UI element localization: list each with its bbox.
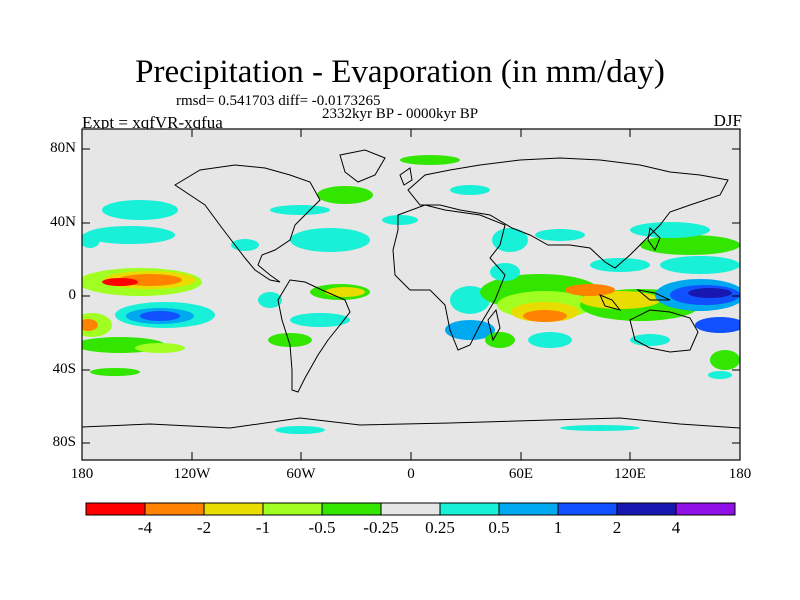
lat-label-40s: 40S [52, 361, 76, 377]
lon-label-180e: 180 [728, 466, 752, 482]
lon-label-60w: 60W [286, 466, 316, 482]
colorbar-label-0: -4 [137, 518, 153, 537]
colorbar [85, 502, 736, 516]
stats-text: rmsd= 0.541703 diff= -0.0173265 [176, 93, 381, 109]
lon-label-60e: 60E [508, 466, 534, 482]
colorbar-label-5: 0.25 [425, 518, 455, 537]
colorbar-swatch-10 [675, 502, 736, 516]
colorbar-swatch-8 [557, 502, 618, 516]
axis-ticks [81, 129, 741, 460]
lon-label-120e: 120E [614, 466, 646, 482]
colorbar-swatch-1 [144, 502, 205, 516]
lat-label-40n: 40N [50, 214, 76, 230]
colorbar-label-2: -1 [255, 518, 271, 537]
colorbar-swatch-0 [85, 502, 146, 516]
colorbar-label-3: -0.5 [308, 518, 336, 537]
colorbar-swatch-3 [262, 502, 323, 516]
colorbar-swatch-7 [498, 502, 559, 516]
colorbar-swatch-5 [380, 502, 441, 516]
colorbar-label-7: 1 [553, 518, 563, 537]
colorbar-swatch-2 [203, 502, 264, 516]
lat-label-0: 0 [68, 287, 77, 303]
colorbar-swatch-9 [616, 502, 677, 516]
season-label: DJF [713, 111, 742, 130]
colorbar-label-4: -0.25 [363, 518, 399, 537]
colorbar-swatch-6 [439, 502, 500, 516]
coastlines [82, 149, 740, 429]
lon-label-180w: 180 [70, 466, 94, 482]
colorbar-swatch-4 [321, 502, 382, 516]
lon-label-120w: 120W [173, 466, 211, 482]
colorbar-label-9: 4 [671, 518, 681, 537]
map-title: Precipitation - Evaporation (in mm/day) [135, 54, 665, 90]
anomaly-fields [82, 155, 740, 434]
lat-label-80s: 80S [52, 434, 76, 450]
experiment-label: Expt = xqfVR-xqfua [82, 113, 223, 132]
colorbar-label-6: 0.5 [488, 518, 510, 537]
lat-label-80n: 80N [50, 140, 76, 156]
period-text: 2332kyr BP - 0000kyr BP [322, 106, 479, 122]
colorbar-label-1: -2 [196, 518, 212, 537]
lon-label-0: 0 [407, 466, 415, 482]
colorbar-label-8: 2 [612, 518, 622, 537]
